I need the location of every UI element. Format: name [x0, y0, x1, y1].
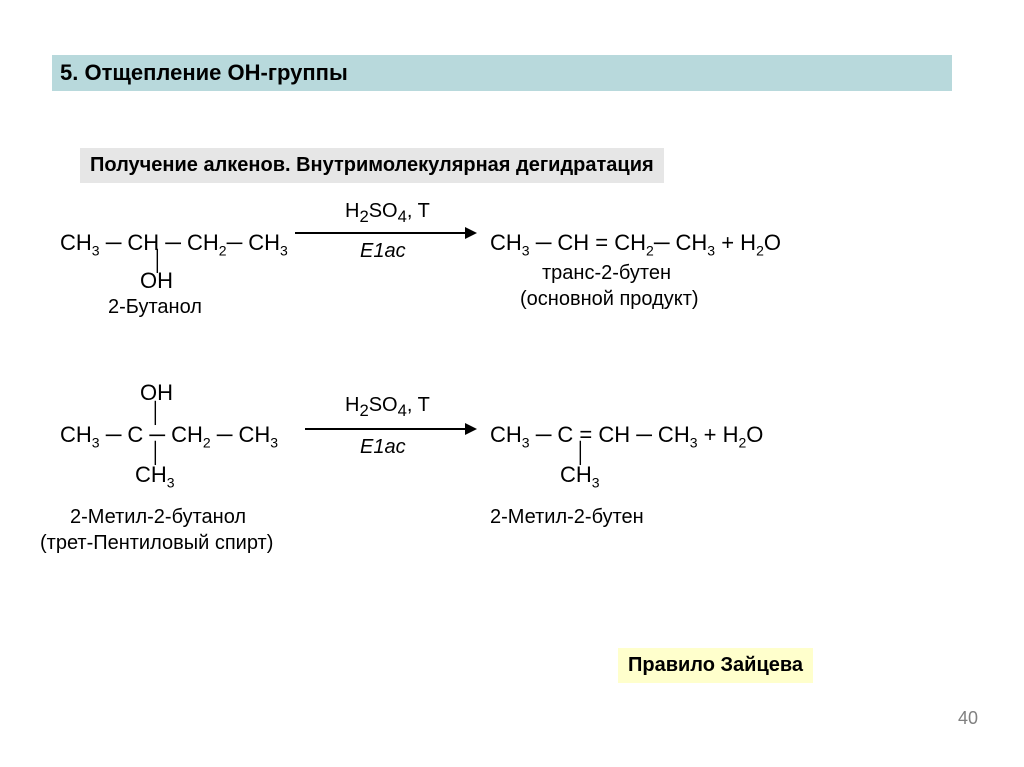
rule-text: Правило Зайцева [628, 654, 803, 676]
rx2-product-formula: CH3 ─ C = CH ─ CH3 + H2O [490, 422, 763, 450]
rx1-product-name2: (основной продукт) [520, 288, 699, 311]
rx1-reactant-name: 2-Бутанол [108, 296, 202, 319]
rx2-reactant-name2: (трет-Пентиловый спирт) [40, 532, 273, 555]
rx2-product-ch3: CH3 [560, 462, 600, 490]
rx1-arrow-above: H2SO4, T [345, 200, 430, 227]
rx2-arrow-below: E1ac [360, 436, 406, 459]
rx2-reactant-formula: CH3 ─ C ─ CH2 ─ CH3 [60, 422, 278, 450]
section-heading: 5. Отщепление OH-группы [52, 55, 952, 91]
reaction-1: CH3 ─ CH ─ CH2─ CH3 │ OH 2-Бутанол H2SO4… [60, 200, 970, 360]
rx2-reactant-name1: 2-Метил-2-бутанол [70, 506, 246, 529]
rx1-arrow-below: E1ac [360, 240, 406, 263]
rx2-ch3-bot: CH3 [135, 462, 175, 490]
rule-label: Правило Зайцева [618, 648, 813, 683]
rx2-product-name: 2-Метил-2-бутен [490, 506, 644, 529]
sub-text: Получение алкенов. Внутримолекулярная де… [90, 154, 654, 176]
rx1-arrow [295, 232, 475, 234]
rx1-reactant-formula: CH3 ─ CH ─ CH2─ CH3 [60, 230, 288, 258]
subsection-heading: Получение алкенов. Внутримолекулярная де… [80, 148, 664, 183]
reaction-2: OH │ CH3 ─ C ─ CH2 ─ CH3 │ CH3 2-Метил-2… [60, 380, 970, 600]
heading-text: 5. Отщепление OH-группы [60, 60, 348, 86]
rx1-oh: OH [140, 268, 173, 294]
rx2-arrow-above: H2SO4, T [345, 394, 430, 421]
rx1-product-name1: транс-2-бутен [542, 262, 671, 285]
rx1-product-formula: CH3 ─ CH = CH2─ CH3 + H2O [490, 230, 781, 258]
page-number: 40 [958, 708, 978, 729]
rx2-arrow [305, 428, 475, 430]
